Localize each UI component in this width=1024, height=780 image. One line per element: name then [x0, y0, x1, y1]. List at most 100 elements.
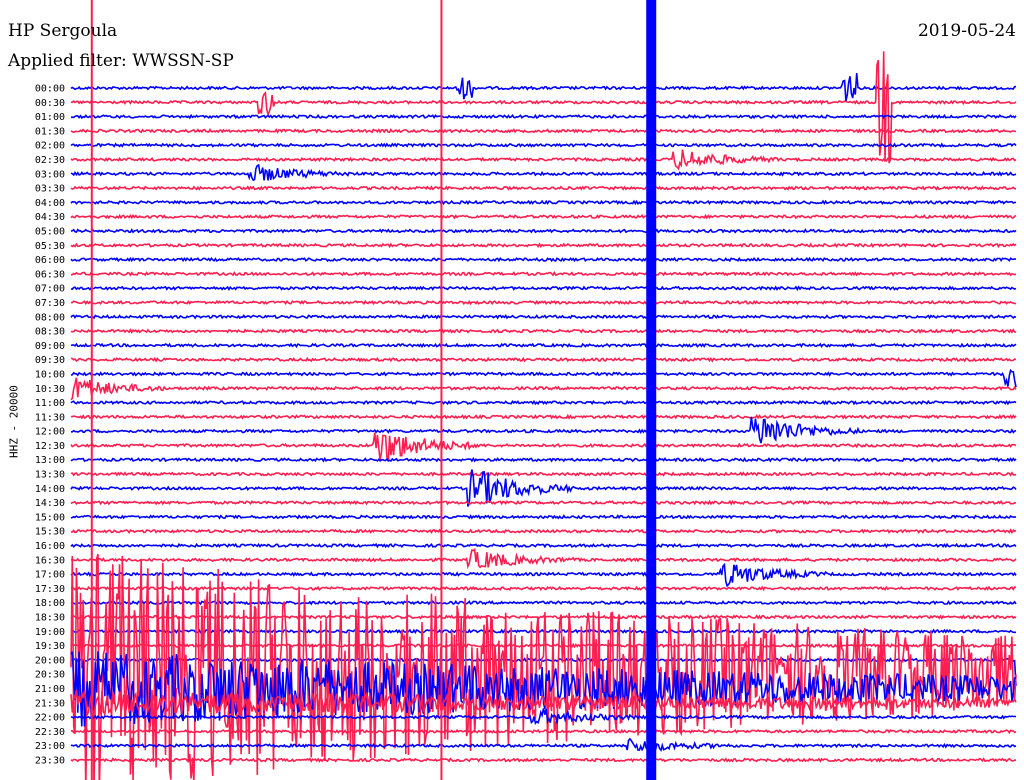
trace-row-0600 [70, 256, 1017, 263]
date-label: 2019-05-24 [917, 21, 1016, 41]
trace-row-1730 [70, 585, 1016, 592]
row-tick-label: 09:00 [35, 341, 65, 352]
trace-row-0130 [70, 128, 1017, 134]
row-tick-label: 08:00 [35, 312, 65, 323]
row-tick-label: 10:00 [35, 369, 65, 380]
trace-row-0230 [70, 149, 1017, 171]
trace-row-2000 [70, 656, 1017, 686]
row-tick-label: 13:00 [35, 455, 65, 466]
row-tick-label: 12:00 [35, 427, 65, 438]
trace-row-1330 [70, 471, 1017, 477]
row-tick-label: 14:30 [35, 498, 65, 509]
trace-row-0330 [70, 185, 1017, 191]
row-tick-label: 02:00 [35, 141, 65, 152]
trace-row-1100 [70, 399, 1017, 406]
trace-row-0630 [70, 270, 1017, 277]
row-tick-label: 22:30 [35, 727, 65, 738]
trace-row-1500 [70, 514, 1017, 520]
trace-row-2230 [70, 728, 1017, 735]
trace-row-2030 [70, 553, 1017, 780]
row-tick-label: 18:30 [35, 613, 65, 624]
row-tick-label: 23:00 [35, 741, 65, 752]
row-tick-label: 04:00 [35, 198, 65, 209]
row-tick-label: 08:30 [35, 327, 65, 338]
trace-row-1800 [70, 599, 1017, 606]
row-tick-label: 16:30 [35, 555, 65, 566]
row-tick-label: 07:00 [35, 284, 65, 295]
trace-row-1530 [70, 528, 1017, 535]
trace-row-0830 [70, 328, 1017, 335]
trace-row-0100 [70, 113, 1017, 120]
vertical-marker-group [90, 0, 657, 780]
trace-row-1700 [70, 562, 1017, 588]
row-tick-label: 02:30 [35, 155, 65, 166]
trace-row-1130 [70, 413, 1017, 420]
trace-row-0530 [70, 242, 1017, 249]
row-tick-label: 00:00 [35, 84, 65, 95]
row-tick-label: 18:00 [35, 598, 65, 609]
trace-row-0000 [70, 72, 1016, 102]
row-tick-label: 14:00 [35, 484, 65, 495]
row-tick-label: 07:30 [35, 298, 65, 309]
row-tick-label: 10:30 [35, 384, 65, 395]
row-tick-label: 04:30 [35, 212, 65, 223]
trace-row-0700 [70, 285, 1017, 292]
row-tick-label: 05:00 [35, 226, 65, 237]
trace-row-2300 [70, 737, 1017, 752]
trace-row-0200 [70, 142, 1017, 148]
trace-group [70, 51, 1017, 780]
row-tick-label: 11:30 [35, 412, 65, 423]
row-tick-label: 03:30 [35, 184, 65, 195]
row-tick-label: 01:30 [35, 126, 65, 137]
row-tick-label: 19:00 [35, 627, 65, 638]
trace-row-0030 [70, 51, 1017, 164]
row-tick-label: 20:30 [35, 670, 65, 681]
trace-row-0730 [71, 299, 1017, 306]
trace-row-1600 [70, 542, 1017, 549]
trace-row-1400 [70, 469, 1017, 507]
row-tick-label: 13:30 [35, 470, 65, 481]
row-tick-label: 21:30 [35, 698, 65, 709]
row-tick-label: 22:00 [35, 713, 65, 724]
row-tick-label: 20:00 [35, 655, 65, 666]
filter-label: Applied filter: WWSSN-SP [8, 51, 234, 71]
row-tick-label: 06:00 [35, 255, 65, 266]
row-tick-label: 12:30 [35, 441, 65, 452]
row-tick-label: 15:00 [35, 512, 65, 523]
trace-row-1000 [70, 368, 1017, 388]
row-tick-label: 01:00 [35, 112, 65, 123]
row-tick-label: 17:30 [35, 584, 65, 595]
row-tick-label: 09:30 [35, 355, 65, 366]
trace-row-0800 [70, 313, 1017, 320]
trace-row-2200 [70, 708, 1016, 725]
trace-row-1630 [70, 548, 1017, 570]
row-tick-label: 03:00 [35, 169, 65, 180]
trace-row-1030 [70, 377, 1017, 401]
row-tick-label: 19:30 [35, 641, 65, 652]
station-title: HP Sergoula [8, 21, 118, 41]
y-axis-label: HHZ - 20000 [7, 385, 21, 458]
row-tick-label: 11:00 [35, 398, 65, 409]
trace-row-0400 [70, 199, 1017, 206]
trace-row-0900 [70, 342, 1017, 349]
row-tick-label: 21:00 [35, 684, 65, 695]
trace-row-0430 [70, 213, 1017, 220]
trace-row-2100 [70, 651, 1017, 727]
row-tick-label: 05:30 [35, 241, 65, 252]
trace-row-1430 [70, 499, 1017, 506]
row-tick-labels: 00:00 00:30 01:00 01:30 02:00 02:30 03:00 03:30… [35, 84, 65, 767]
trace-row-0930 [70, 356, 1017, 363]
trace-row-1200 [71, 416, 1017, 444]
row-tick-label: 15:30 [35, 527, 65, 538]
trace-row-2330 [70, 757, 1017, 763]
trace-row-0300 [70, 163, 1017, 182]
row-tick-label: 06:30 [35, 269, 65, 280]
trace-row-1230 [70, 432, 1017, 462]
trace-row-1300 [70, 456, 1017, 463]
row-tick-label: 17:00 [35, 570, 65, 581]
row-tick-label: 16:00 [35, 541, 65, 552]
row-tick-label: 23:30 [35, 756, 65, 767]
trace-row-2130 [70, 689, 1017, 717]
row-tick-label: 00:30 [35, 98, 65, 109]
